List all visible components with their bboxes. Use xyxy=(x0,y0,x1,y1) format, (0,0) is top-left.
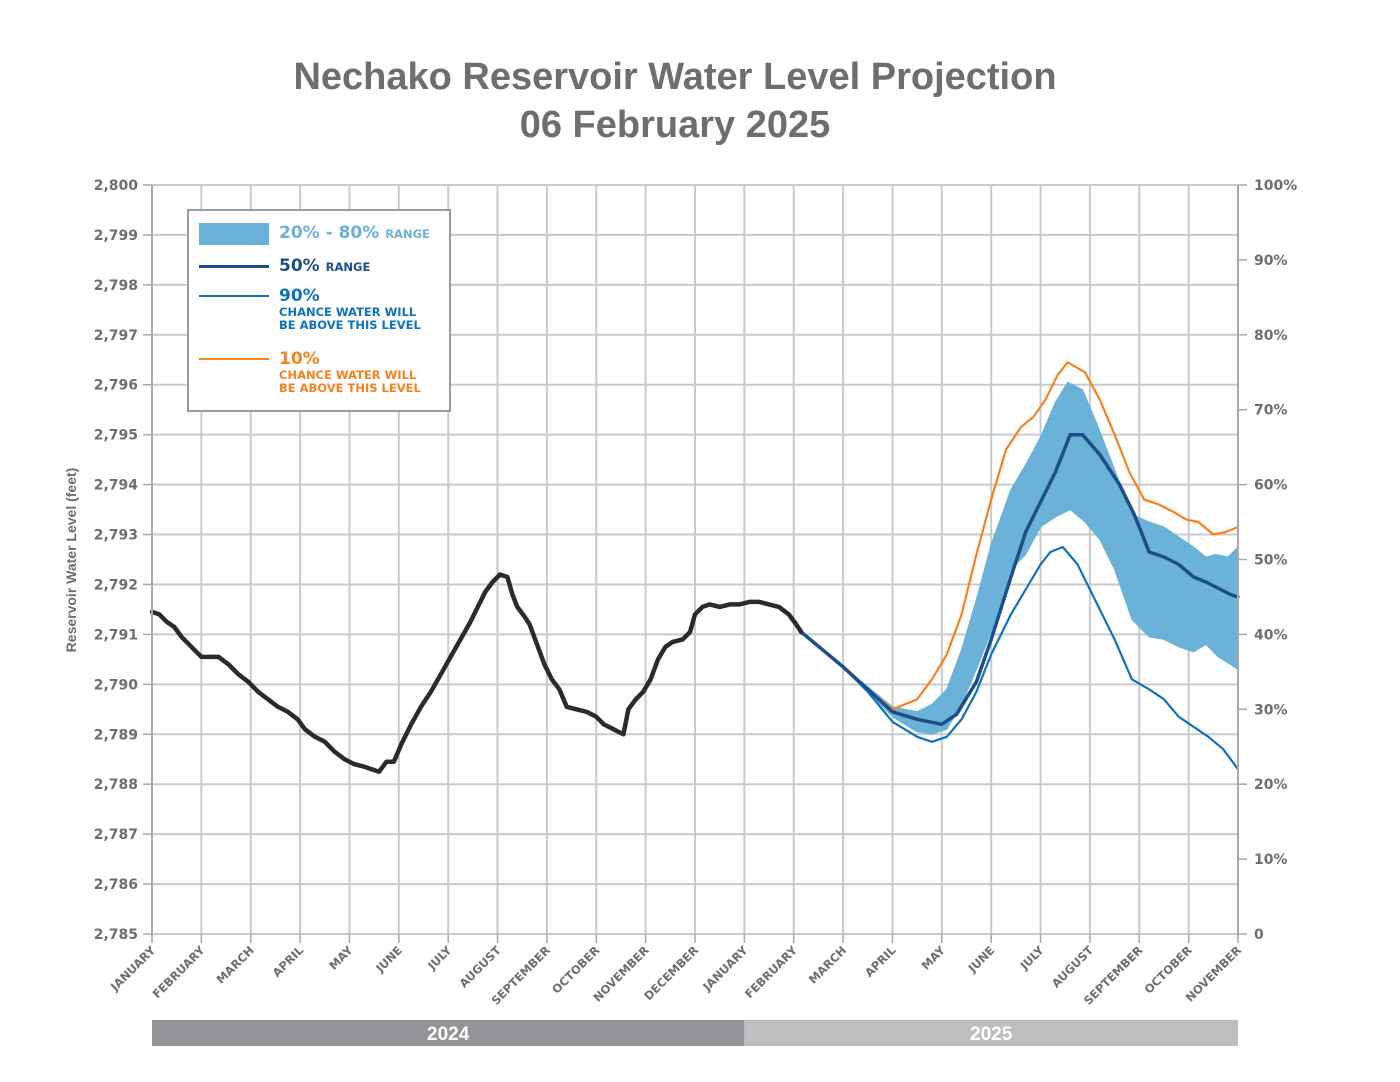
legend-90-detail-1: CHANCE WATER WILL xyxy=(279,305,417,319)
legend-band-percent: 20% - 80% xyxy=(279,223,380,243)
x-tick-label: MARCH xyxy=(806,943,849,986)
y2-tick-label: 80% xyxy=(1254,328,1288,344)
legend-swatch-10 xyxy=(199,358,269,360)
x-tick-label: AUGUST xyxy=(1049,943,1096,990)
legend-median-percent: 50% xyxy=(279,256,320,276)
x-tick-label: MARCH xyxy=(214,943,257,986)
y-tick-label: 2,785 xyxy=(94,927,138,943)
y-tick-label: 2,788 xyxy=(94,777,138,793)
y-tick-label: 2,798 xyxy=(94,278,138,294)
y-tick-label: 2,786 xyxy=(94,877,138,893)
y-tick-label: 2,794 xyxy=(94,478,139,494)
x-tick-label: APRIL xyxy=(270,943,307,980)
x-tick-label: APRIL xyxy=(862,943,899,980)
legend-item-10: 10% CHANCE WATER WILL BE ABOVE THIS LEVE… xyxy=(199,349,421,395)
y2-tick-label: 20% xyxy=(1254,777,1288,793)
y2-tick-label: 60% xyxy=(1254,478,1288,494)
legend-item-median: 50% RANGE xyxy=(199,256,370,276)
y2-tick-label: 50% xyxy=(1254,553,1288,569)
legend-swatch-band xyxy=(199,223,269,245)
y2-tick-label: 10% xyxy=(1254,852,1288,868)
y2-tick-label: 100% xyxy=(1254,178,1297,194)
x-tick-label: JULY xyxy=(1017,943,1048,974)
y2-tick-label: 90% xyxy=(1254,253,1288,269)
year-bar xyxy=(152,1020,745,1046)
y2-tick-label: 40% xyxy=(1254,627,1288,643)
y-tick-label: 2,799 xyxy=(94,228,138,244)
y-tick-label: 2,796 xyxy=(94,378,138,394)
legend-swatch-90 xyxy=(199,295,269,297)
x-tick-label: FEBRUARY xyxy=(150,943,208,1001)
x-tick-label: JANUARY xyxy=(107,943,159,995)
y-tick-label: 2,792 xyxy=(94,577,138,593)
y-axis-title: Reservoir Water Level (feet) xyxy=(63,468,79,653)
y-tick-label: 2,789 xyxy=(94,727,138,743)
legend-median-suffix: RANGE xyxy=(325,260,371,274)
legend-10-percent: 10% xyxy=(279,349,320,369)
legend-90-detail-2: BE ABOVE THIS LEVEL xyxy=(279,318,421,332)
y-tick-label: 2,791 xyxy=(94,627,138,643)
x-tick-label: FEBRUARY xyxy=(742,943,800,1001)
legend-item-90: 90% CHANCE WATER WILL BE ABOVE THIS LEVE… xyxy=(199,286,421,332)
series-50pct xyxy=(799,432,1240,727)
legend-90-percent: 90% xyxy=(279,286,320,306)
y2-tick-label: 30% xyxy=(1254,702,1288,718)
legend: 20% - 80% RANGE 50% RANGE 90% CHANCE WAT… xyxy=(187,209,451,412)
y-tick-label: 2,793 xyxy=(94,528,138,544)
y-tick-label: 2,790 xyxy=(94,677,139,693)
chart-title: Nechako Reservoir Water Level Projection xyxy=(293,56,1057,98)
series-10pct xyxy=(799,361,1240,711)
y-tick-label: 2,800 xyxy=(94,178,139,194)
y-tick-label: 2,797 xyxy=(94,328,138,344)
y-tick-label: 2,787 xyxy=(94,827,138,843)
x-tick-label: MAY xyxy=(919,943,949,973)
series-90pct xyxy=(799,545,1240,771)
legend-band-suffix: RANGE xyxy=(385,227,430,241)
x-tick-label: JANUARY xyxy=(699,943,751,995)
x-tick-label: JULY xyxy=(424,943,455,974)
year-label: 2024 xyxy=(427,1024,470,1045)
x-tick-label: MAY xyxy=(326,943,356,973)
y2-tick-label: 0 xyxy=(1254,927,1264,943)
legend-swatch-median xyxy=(199,265,269,268)
legend-10-detail-1: CHANCE WATER WILL xyxy=(279,368,417,382)
series-observed xyxy=(149,572,804,774)
y2-tick-label: 70% xyxy=(1254,403,1288,419)
series-layer xyxy=(149,361,1240,774)
x-tick-label: JUNE xyxy=(965,943,998,976)
x-tick-label: AUGUST xyxy=(456,943,503,990)
legend-10-detail-2: BE ABOVE THIS LEVEL xyxy=(279,381,421,395)
year-bar xyxy=(744,1020,1238,1046)
y-tick-label: 2,795 xyxy=(94,428,138,444)
x-tick-label: JUNE xyxy=(372,943,405,976)
x-tick-label: OCTOBER xyxy=(1141,943,1194,996)
legend-item-band: 20% - 80% RANGE xyxy=(199,223,430,245)
year-label: 2025 xyxy=(970,1024,1013,1045)
chart-subtitle: 06 February 2025 xyxy=(519,104,831,146)
x-tick-label: OCTOBER xyxy=(549,943,602,996)
